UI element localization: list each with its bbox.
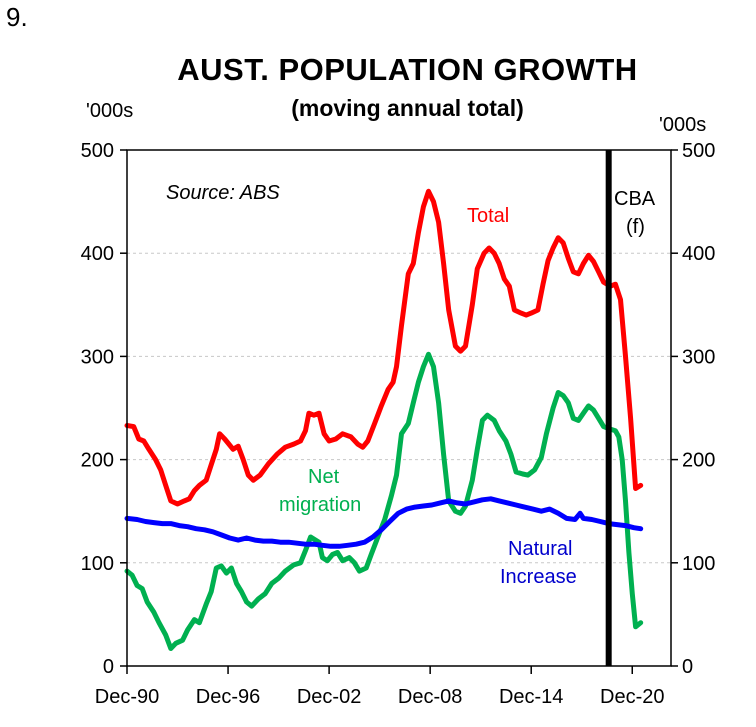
y-tick-label-left: 100 xyxy=(81,553,114,575)
series-layer xyxy=(124,188,644,651)
figure-number: 9. xyxy=(6,2,28,32)
plot-frame xyxy=(126,149,672,667)
source-note: Source: ABS xyxy=(166,182,280,204)
y-tick-label-right: 200 xyxy=(682,450,715,472)
x-tick-label: Dec-08 xyxy=(398,686,462,708)
cba-forecast-label-line2: (f) xyxy=(626,216,645,238)
series-line-total xyxy=(124,188,644,507)
y-tick-label-right: 400 xyxy=(682,243,715,265)
y-tick-label-left: 0 xyxy=(103,656,114,678)
y-tick-label-left: 400 xyxy=(81,243,114,265)
net-migration-label-line2: migration xyxy=(279,494,361,516)
x-tick-label: Dec-20 xyxy=(600,686,664,708)
y-axis-unit-right: '000s xyxy=(659,114,707,136)
x-tick-label: Dec-90 xyxy=(95,686,159,708)
cba-forecast-label-line1: CBA xyxy=(614,188,656,210)
x-tick-label: Dec-02 xyxy=(297,686,361,708)
chart-title: AUST. POPULATION GROWTH xyxy=(177,52,638,87)
y-tick-label-right: 500 xyxy=(682,140,715,162)
x-tick-label: Dec-96 xyxy=(196,686,260,708)
y-tick-label-left: 300 xyxy=(81,346,114,368)
natural-increase-label-line1: Natural xyxy=(508,538,572,560)
y-tick-label-right: 100 xyxy=(682,553,715,575)
total-series-label: Total xyxy=(467,205,509,227)
y-tick-label-right: 300 xyxy=(682,346,715,368)
chart-subtitle: (moving annual total) xyxy=(291,95,524,121)
series-line-natural-increase xyxy=(124,496,644,549)
net-migration-label-line1: Net xyxy=(308,466,340,488)
series-line-net-migration xyxy=(124,351,644,651)
natural-increase-label-line2: Increase xyxy=(500,566,577,588)
y-axis-unit-left: '000s xyxy=(86,100,134,122)
y-tick-label-right: 0 xyxy=(682,656,693,678)
y-tick-label-left: 500 xyxy=(81,140,114,162)
y-tick-label-left: 200 xyxy=(81,450,114,472)
x-tick-label: Dec-14 xyxy=(499,686,563,708)
axis-ticks: 0 0 100 100 200 200 300 300 400 400 500 500 Dec-90 De… xyxy=(81,140,716,708)
